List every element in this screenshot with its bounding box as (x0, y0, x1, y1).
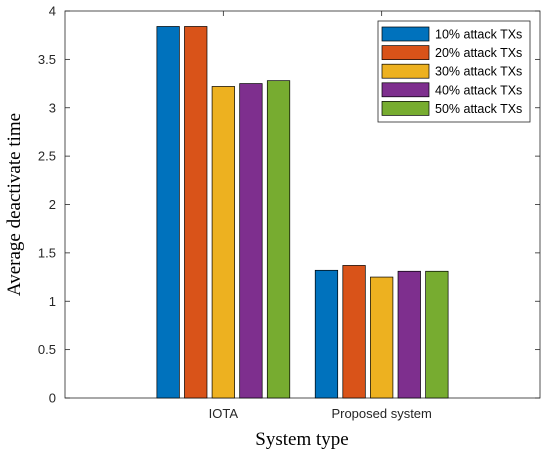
bar (156, 26, 180, 399)
y-tick-label: 0 (49, 391, 56, 406)
x-tick-label: Proposed system (331, 406, 431, 421)
y-tick-label: 0.5 (38, 342, 56, 357)
legend-entry-label: 30% attack TXs (435, 65, 522, 79)
y-tick-label: 1 (49, 294, 56, 309)
legend-swatch (381, 26, 430, 42)
y-tick-label: 2 (49, 197, 56, 212)
bar-series-group (156, 26, 449, 399)
bar (239, 83, 263, 399)
legend-entry-label: 50% attack TXs (435, 102, 522, 116)
y-tick-label: 4 (49, 4, 56, 19)
legend-swatch (381, 63, 430, 79)
legend-swatch (381, 101, 430, 116)
y-tick-label: 3 (49, 100, 56, 115)
x-axis: IOTA Proposed system (209, 11, 432, 421)
legend-entry-label: 10% attack TXs (435, 28, 522, 42)
legend-entry-label: 40% attack TXs (435, 83, 522, 97)
legend-entry-label: 20% attack TXs (435, 46, 522, 60)
legend-swatch (381, 45, 430, 60)
bar (397, 270, 421, 399)
y-axis-label: Average deactivate time (4, 113, 25, 296)
x-tick-label: IOTA (209, 406, 239, 421)
legend: 10% attack TXs 20% attack TXs 30% attack T… (377, 20, 531, 123)
bar (211, 86, 235, 399)
bar (184, 26, 208, 399)
y-tick-label: 3.5 (38, 52, 56, 67)
x-axis-label: System type (255, 429, 348, 450)
bar (314, 269, 339, 399)
y-tick-label: 1.5 (38, 245, 56, 260)
bar (266, 80, 291, 399)
legend-swatch (381, 82, 430, 98)
y-tick-label: 2.5 (38, 149, 56, 164)
bar (370, 276, 394, 399)
bar (342, 265, 366, 399)
y-axis: 0 0.5 1 1.5 2 2.5 3 3.5 4 (38, 4, 540, 406)
bar (425, 270, 449, 399)
